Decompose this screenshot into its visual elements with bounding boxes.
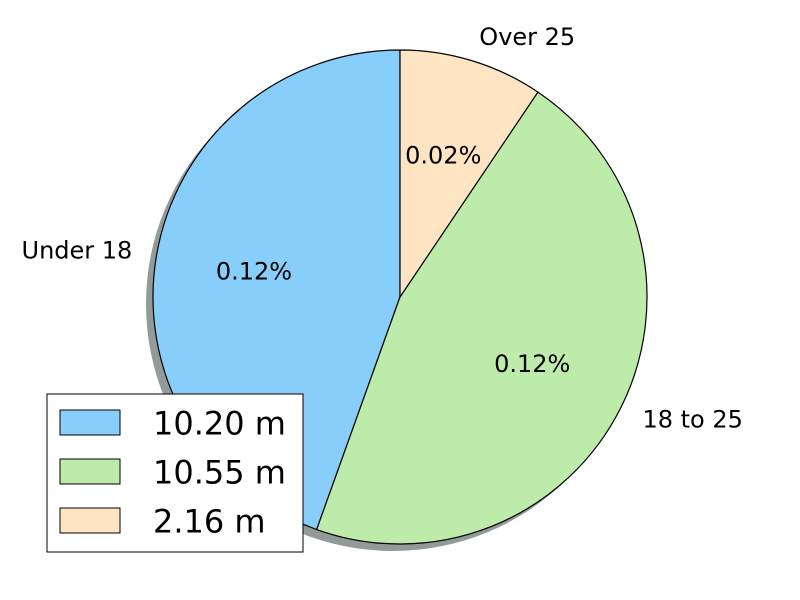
slice-label-18-to-25: 18 to 25 <box>642 406 742 434</box>
legend-swatch-over-25 <box>59 507 121 534</box>
slice-label-over-25: Over 25 <box>479 23 575 51</box>
legend-label-18-to-25: 10.55 m <box>153 454 286 492</box>
pie-slice-18-to-25 <box>316 91 648 545</box>
legend-swatch-under-18 <box>59 409 121 436</box>
legend: 10.20 m 10.55 m 2.16 m <box>46 393 304 553</box>
pct-label-under-18: 0.12% <box>216 258 292 286</box>
pie-slice-over-25 <box>399 49 539 298</box>
legend-swatch-18-to-25 <box>59 458 121 485</box>
legend-label-over-25: 2.16 m <box>153 503 266 541</box>
pct-label-over-25: 0.02% <box>405 141 481 169</box>
slice-label-under-18: Under 18 <box>22 236 133 264</box>
legend-label-under-18: 10.20 m <box>153 405 286 443</box>
pct-label-18-to-25: 0.12% <box>494 350 570 378</box>
pie-slices <box>152 49 648 545</box>
pie-labels: Under 18 0.12% 18 to 25 0.12% Over 25 0.02% <box>22 23 743 434</box>
